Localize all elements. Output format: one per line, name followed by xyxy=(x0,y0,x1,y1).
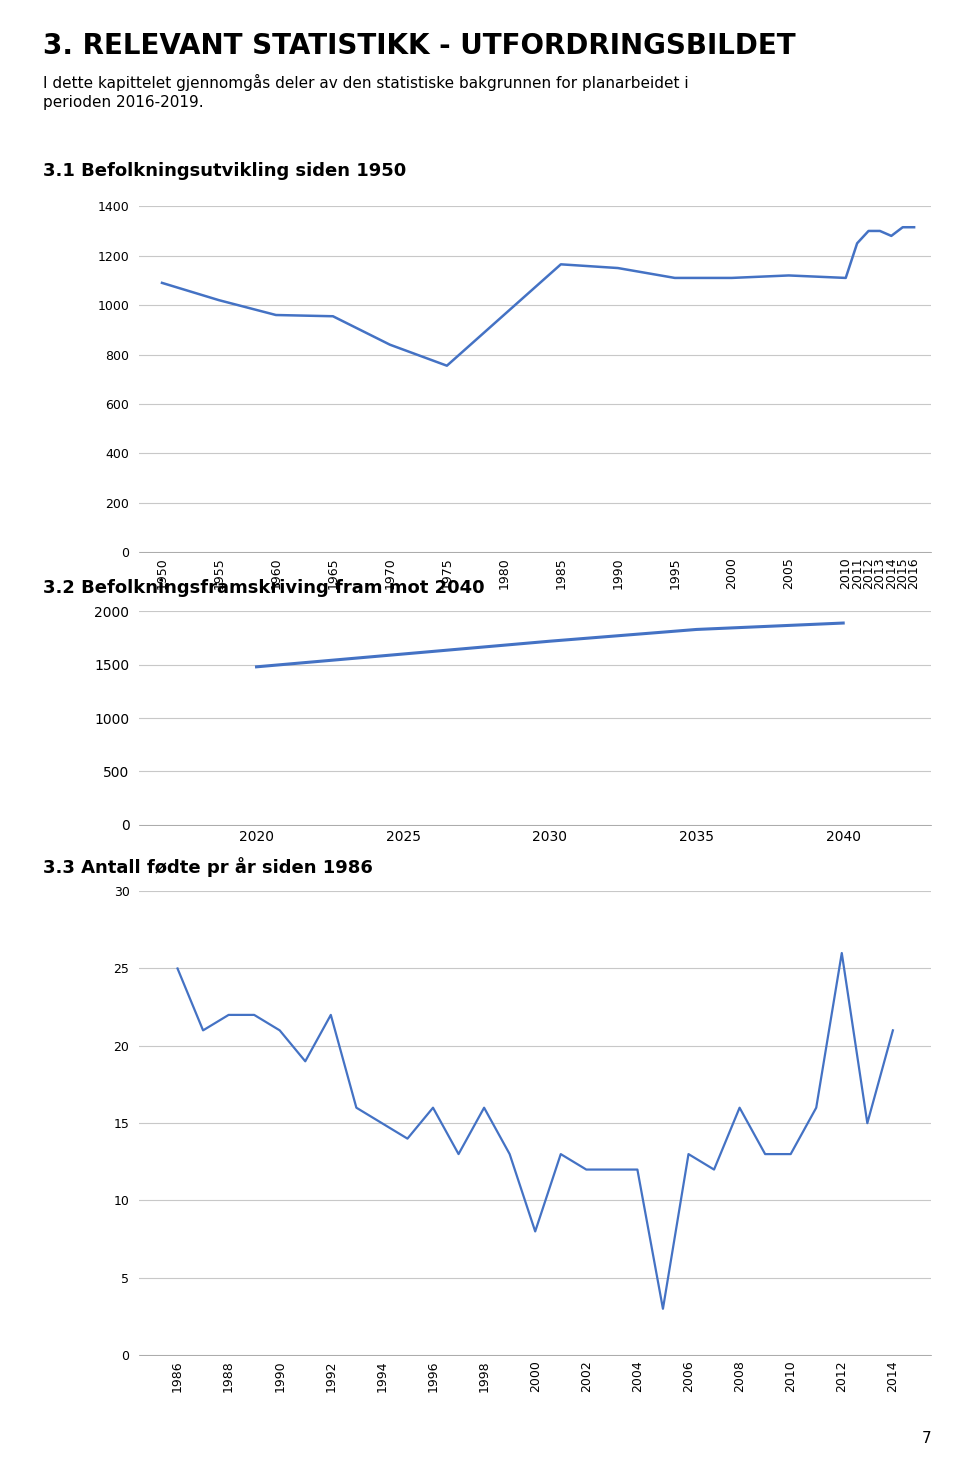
Text: 3.3 Antall fødte pr år siden 1986: 3.3 Antall fødte pr år siden 1986 xyxy=(43,857,373,878)
Text: 7: 7 xyxy=(922,1432,931,1446)
Text: 3.1 Befolkningsutvikling siden 1950: 3.1 Befolkningsutvikling siden 1950 xyxy=(43,162,406,180)
Text: I dette kapittelet gjennomgås deler av den statistiske bakgrunnen for planarbeid: I dette kapittelet gjennomgås deler av d… xyxy=(43,74,689,110)
Text: 3. RELEVANT STATISTIKK - UTFORDRINGSBILDET: 3. RELEVANT STATISTIKK - UTFORDRINGSBILD… xyxy=(43,32,796,60)
Text: 3.2 Befolkningsframskriving fram mot 2040: 3.2 Befolkningsframskriving fram mot 204… xyxy=(43,579,485,597)
